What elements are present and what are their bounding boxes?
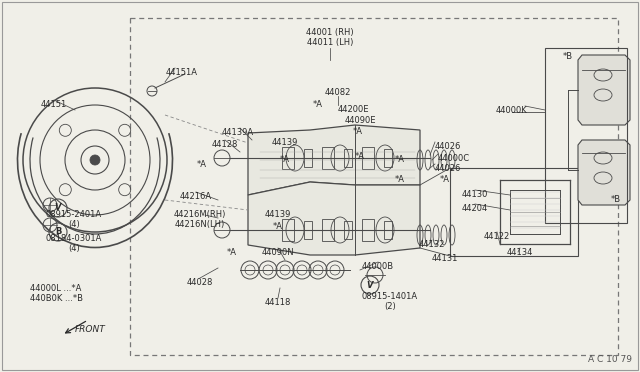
Polygon shape [248, 125, 420, 195]
Text: 44090N: 44090N [262, 248, 294, 257]
Text: V: V [55, 203, 61, 212]
Bar [344, 221, 352, 239]
Text: (4): (4) [68, 220, 80, 229]
Text: (2): (2) [384, 302, 396, 311]
Text: 44000C: 44000C [438, 154, 470, 163]
Bar [304, 149, 312, 167]
Text: 44139A: 44139A [222, 128, 254, 137]
Text: B: B [55, 228, 61, 237]
Text: 44216A: 44216A [180, 192, 212, 201]
Bar [282, 219, 294, 241]
Text: 44151: 44151 [41, 100, 67, 109]
Bar [282, 147, 294, 169]
Text: 44028: 44028 [187, 278, 213, 287]
Text: FRONT: FRONT [75, 325, 106, 334]
Text: 44000K: 44000K [496, 106, 528, 115]
Text: 44082: 44082 [325, 88, 351, 97]
Text: *A: *A [395, 175, 405, 184]
Text: *A: *A [353, 127, 363, 136]
Bar [450, 168, 578, 256]
Text: 44000L ...*A: 44000L ...*A [30, 284, 82, 293]
Text: 44000B: 44000B [362, 262, 394, 271]
Text: *A: *A [440, 175, 450, 184]
Text: *A: *A [313, 100, 323, 109]
Text: (4): (4) [68, 244, 80, 253]
Text: 44026: 44026 [435, 142, 461, 151]
Text: 44139: 44139 [265, 210, 291, 219]
Text: *A: *A [395, 155, 405, 164]
Polygon shape [578, 55, 630, 125]
Text: *A: *A [273, 222, 283, 231]
Bar [384, 221, 392, 239]
Text: 44130: 44130 [462, 190, 488, 199]
Text: A C 10 79: A C 10 79 [588, 355, 632, 364]
Bar [545, 48, 627, 223]
Text: *A: *A [355, 152, 365, 161]
Text: 44131: 44131 [432, 254, 458, 263]
Bar [344, 149, 352, 167]
Text: 44026: 44026 [435, 164, 461, 173]
Text: *B: *B [563, 52, 573, 61]
Text: V: V [367, 280, 373, 289]
Text: 44132: 44132 [419, 240, 445, 249]
Text: 08915-1401A: 08915-1401A [362, 292, 418, 301]
Text: 44128: 44128 [212, 140, 238, 149]
Text: *A: *A [227, 248, 237, 257]
Text: 440B0K ...*B: 440B0K ...*B [29, 294, 83, 303]
Bar [384, 149, 392, 167]
Bar [130, 18, 618, 355]
Bar [322, 147, 334, 169]
Text: 44090E: 44090E [344, 116, 376, 125]
Text: 44122: 44122 [484, 232, 510, 241]
Bar [304, 221, 312, 239]
Text: 08184-0301A: 08184-0301A [46, 234, 102, 243]
Bar [362, 147, 374, 169]
Text: 44011 (LH): 44011 (LH) [307, 38, 353, 47]
Polygon shape [248, 182, 420, 255]
Text: 44216N(LH): 44216N(LH) [175, 220, 225, 229]
Polygon shape [578, 140, 630, 205]
Text: 08915-2401A: 08915-2401A [46, 210, 102, 219]
Text: 44118: 44118 [265, 298, 291, 307]
Bar [322, 219, 334, 241]
Bar [362, 219, 374, 241]
Text: 44204: 44204 [462, 204, 488, 213]
Text: 44139: 44139 [272, 138, 298, 147]
Text: *A: *A [280, 155, 290, 164]
Circle shape [90, 155, 100, 165]
Text: *B: *B [611, 195, 621, 204]
Text: 44134: 44134 [507, 248, 533, 257]
Text: *A: *A [197, 160, 207, 169]
Text: 44216M(RH): 44216M(RH) [174, 210, 226, 219]
Text: 44001 (RH): 44001 (RH) [306, 28, 354, 37]
Text: 44151A: 44151A [166, 68, 198, 77]
Text: 44200E: 44200E [337, 105, 369, 114]
